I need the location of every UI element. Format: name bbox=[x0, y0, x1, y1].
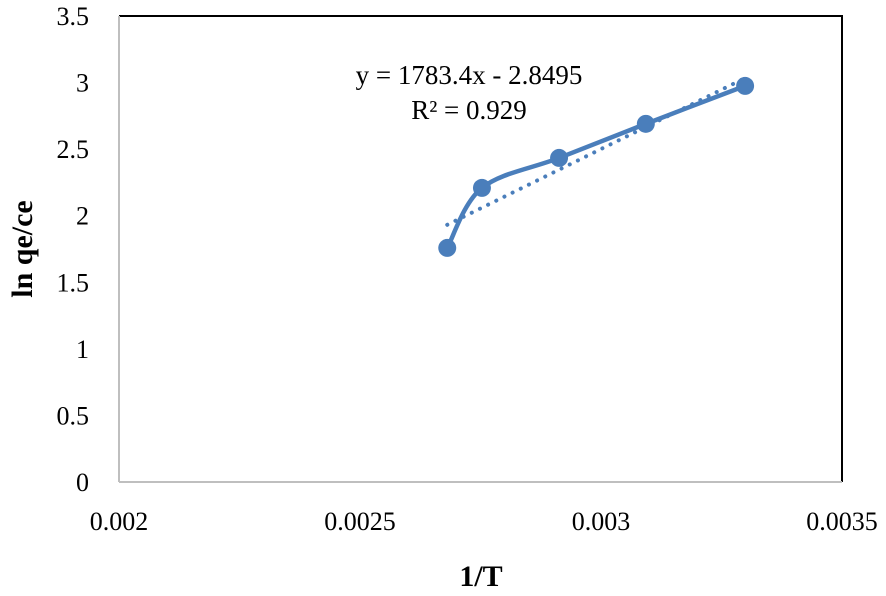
y-tick-label: 3 bbox=[76, 69, 89, 98]
y-axis-title: ln qe/ce bbox=[6, 200, 39, 298]
y-tick-label: 3.5 bbox=[57, 2, 90, 31]
data-point-marker bbox=[550, 148, 569, 167]
y-tick-label: 1 bbox=[76, 335, 89, 364]
x-tick-label: 0.002 bbox=[90, 507, 149, 536]
x-axis-title: 1/T bbox=[459, 560, 502, 593]
linear-trendline bbox=[445, 76, 748, 227]
trendline-equation: y = 1783.4x - 2.8495 bbox=[356, 60, 583, 90]
trendline bbox=[445, 76, 748, 227]
data-point-marker bbox=[472, 178, 491, 197]
y-tick-label: 2.5 bbox=[57, 135, 90, 164]
data-point-marker bbox=[636, 114, 655, 133]
r-squared-label: R² = 0.929 bbox=[411, 95, 527, 125]
data-series bbox=[438, 76, 755, 257]
data-point-marker bbox=[736, 76, 755, 95]
x-axis-ticks: 0.002 0.0025 0.003 0.0035 bbox=[90, 507, 878, 536]
y-tick-label: 2 bbox=[76, 202, 89, 231]
y-axis-ticks: 0 0.5 1 1.5 2 2.5 3 3.5 bbox=[57, 2, 90, 497]
x-tick-label: 0.0025 bbox=[324, 507, 396, 536]
data-point-marker bbox=[438, 238, 457, 257]
plot-area bbox=[118, 15, 843, 483]
x-tick-label: 0.0035 bbox=[806, 507, 878, 536]
x-tick-label: 0.003 bbox=[572, 507, 631, 536]
y-tick-label: 0 bbox=[76, 468, 89, 497]
y-tick-label: 0.5 bbox=[57, 401, 90, 430]
y-tick-label: 1.5 bbox=[57, 268, 90, 297]
